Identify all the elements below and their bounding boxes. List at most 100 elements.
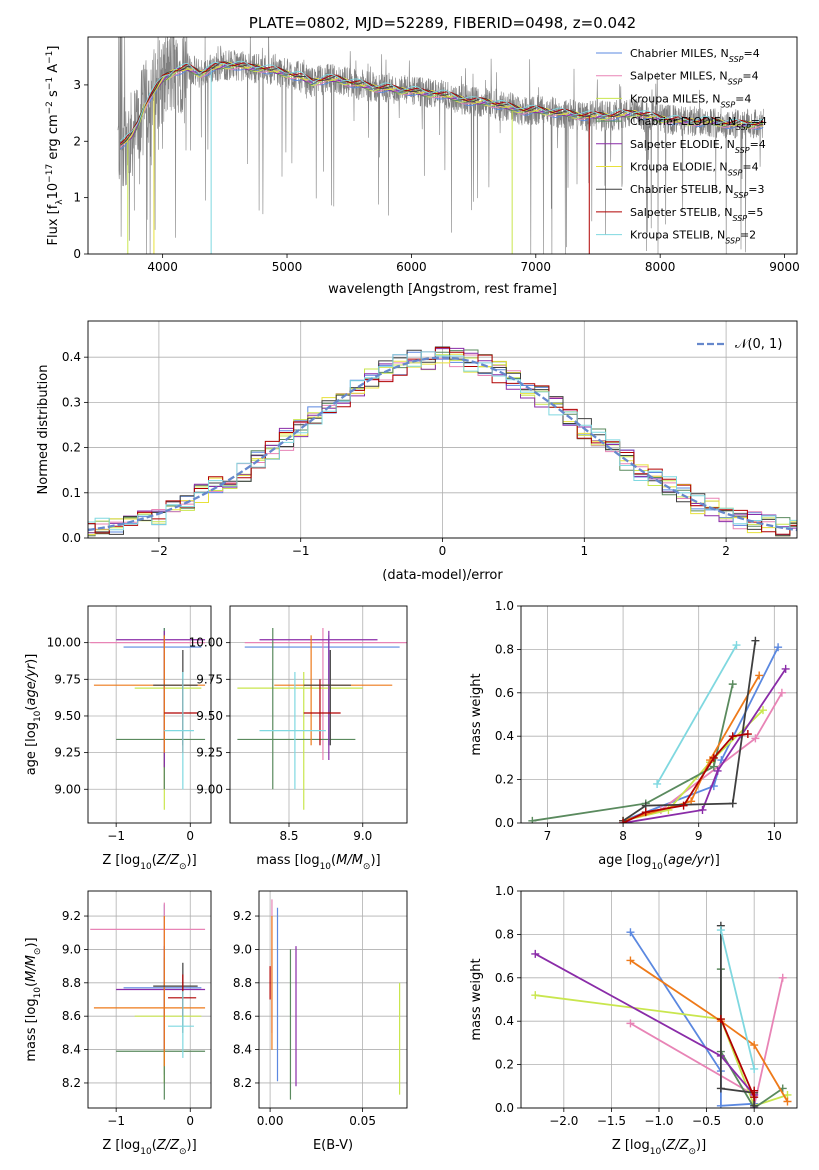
weight-point bbox=[750, 1086, 759, 1095]
y-tick-label: 0.0 bbox=[495, 816, 514, 830]
panel-age_vs_mass: 8.5 9.0 9.00 9.25 9.50 9.75 10.00 mass [log10(M… bbox=[189, 605, 408, 872]
y-tick-label: 9.0 bbox=[62, 942, 81, 956]
x-tick-label: −2 bbox=[150, 544, 168, 558]
plot-area bbox=[237, 627, 407, 810]
weight-line-c5 bbox=[622, 668, 787, 823]
weight-point bbox=[716, 1015, 725, 1024]
weight-line-c1 bbox=[629, 931, 755, 1107]
normal-curve bbox=[88, 356, 797, 532]
y-tick-label: 0.2 bbox=[495, 773, 514, 787]
legend-label: Salpeter STELIB, NSSP=5 bbox=[630, 206, 763, 223]
weight-point bbox=[641, 808, 650, 817]
y-tick-label: 8.2 bbox=[233, 1076, 252, 1090]
weight-line-c10 bbox=[629, 959, 789, 1102]
weight-line-c8 bbox=[622, 733, 748, 823]
y-tick-label: 0.4 bbox=[495, 1014, 514, 1028]
x-axis-label: age [log10(age/yr)] bbox=[598, 853, 720, 872]
y-tick-label: 9.25 bbox=[54, 746, 81, 760]
weight-point bbox=[531, 991, 540, 1000]
axes-frame bbox=[258, 890, 408, 1109]
x-tick-label: 8 bbox=[619, 829, 627, 843]
y-tick-label: 0.2 bbox=[62, 441, 81, 455]
x-axis-label: Z [log10(Z/Z⊙)] bbox=[102, 1138, 196, 1157]
weight-line-c2 bbox=[622, 692, 783, 822]
plot-area bbox=[90, 627, 206, 810]
y-tick-label: 9.00 bbox=[54, 782, 81, 796]
weight-point bbox=[728, 680, 737, 689]
model-line-c9 bbox=[119, 60, 764, 142]
y-axis-label: mass weight bbox=[469, 673, 484, 755]
legend: Chabrier MILES, NSSP=4 Salpeter MILES, NS… bbox=[596, 47, 767, 245]
y-tick-label: 9.50 bbox=[196, 709, 223, 723]
y-tick-label: 3 bbox=[73, 78, 81, 92]
y-axis-label: age [log10(age/yr)] bbox=[24, 654, 43, 776]
y-tick-label: 9.2 bbox=[233, 909, 252, 923]
x-tick-label: 5000 bbox=[272, 260, 303, 274]
weight-point bbox=[619, 819, 628, 823]
x-tick-label: 7000 bbox=[521, 260, 552, 274]
panel-age_vs_Z: −1 0 9.00 9.25 9.50 9.75 10.00 Z [log10(Z/Z⊙)] a… bbox=[24, 605, 212, 872]
y-tick-label: 10.00 bbox=[189, 636, 223, 650]
x-tick-label: 10 bbox=[767, 829, 782, 843]
x-tick-label: 6000 bbox=[396, 260, 427, 274]
plot-area bbox=[90, 902, 206, 1100]
y-tick-label: 1.0 bbox=[495, 884, 514, 898]
x-axis-label: wavelength [Angstrom, rest frame] bbox=[328, 282, 557, 297]
y-tick-label: 1 bbox=[73, 191, 81, 205]
x-tick-label: −2.0 bbox=[549, 1114, 578, 1128]
weight-point bbox=[728, 799, 737, 808]
weight-point bbox=[698, 805, 707, 814]
weight-point bbox=[774, 643, 783, 652]
plot-area bbox=[531, 921, 792, 1108]
x-tick-label: 8000 bbox=[645, 260, 676, 274]
weight-point bbox=[778, 973, 787, 982]
spectrum-data bbox=[117, 37, 764, 254]
panel-spectrum: 4000 5000 6000 7000 8000 9000 0 1 2 3 PLATE=0802, … bbox=[45, 14, 800, 297]
weight-point bbox=[528, 816, 537, 823]
y-tick-label: 0 bbox=[73, 247, 81, 261]
x-tick-label: −1.5 bbox=[597, 1114, 626, 1128]
weight-point bbox=[755, 671, 764, 680]
legend-label: Chabrier STELIB, NSSP=3 bbox=[630, 183, 764, 200]
y-tick-label: 8.6 bbox=[62, 1009, 81, 1023]
x-tick-label: 0 bbox=[186, 829, 194, 843]
weight-point bbox=[750, 1041, 759, 1050]
axes-frame bbox=[87, 890, 212, 1109]
weight-point bbox=[783, 1097, 792, 1106]
weight-point bbox=[626, 928, 635, 937]
weight-point bbox=[626, 1019, 635, 1028]
axes-frame bbox=[520, 890, 798, 1109]
y-tick-label: 0.4 bbox=[495, 729, 514, 743]
weight-point bbox=[750, 1064, 759, 1073]
x-tick-label: −1 bbox=[292, 544, 310, 558]
weight-point bbox=[709, 762, 718, 771]
y-tick-label: 0.0 bbox=[62, 531, 81, 545]
y-tick-label: 9.00 bbox=[196, 782, 223, 796]
weight-point bbox=[732, 641, 741, 650]
axes-frame bbox=[229, 605, 408, 824]
axes-frame bbox=[87, 605, 212, 824]
x-tick-label: 2 bbox=[722, 544, 730, 558]
y-tick-label: 9.0 bbox=[233, 942, 252, 956]
panel-mass_vs_Z: −1 0 8.2 8.4 8.6 8.8 9.0 9.2 Z [log10(Z/Z⊙)] mass… bbox=[24, 890, 212, 1157]
y-tick-label: 8.4 bbox=[62, 1043, 81, 1057]
weight-point bbox=[728, 732, 737, 741]
weight-point bbox=[750, 1101, 759, 1108]
y-axis-label: Normed distribution bbox=[36, 365, 51, 495]
legend-label: Kroupa STELIB, NSSP=2 bbox=[630, 229, 756, 246]
weight-point bbox=[626, 956, 635, 965]
weight-line-c9 bbox=[720, 929, 756, 1070]
y-tick-label: 0.3 bbox=[62, 395, 81, 409]
plot-area bbox=[117, 37, 764, 254]
histogram-series-c8 bbox=[88, 347, 797, 535]
y-tick-label: 9.2 bbox=[62, 909, 81, 923]
weight-point bbox=[758, 706, 767, 715]
histogram-series-c6 bbox=[88, 353, 797, 537]
weight-point bbox=[777, 688, 786, 697]
weight-line-c4 bbox=[532, 683, 734, 822]
weight-point bbox=[716, 1084, 725, 1093]
x-axis-label: E(B-V) bbox=[313, 1138, 353, 1153]
x-tick-label: −1 bbox=[107, 1114, 125, 1128]
y-tick-label: 8.8 bbox=[233, 976, 252, 990]
